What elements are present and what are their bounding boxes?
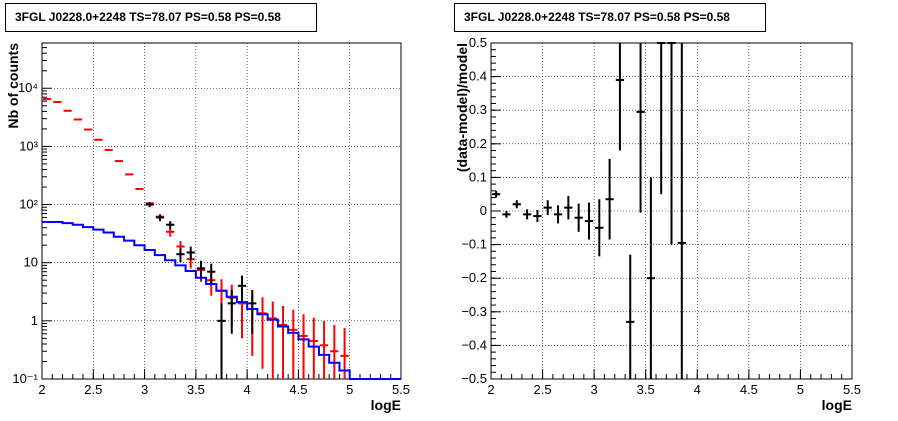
y-tick-label: 0.1 — [469, 169, 487, 184]
x-axis-title: logE — [371, 397, 401, 413]
x-tick-label: 3.5 — [637, 382, 655, 397]
y-tick-label: 10⁻¹ — [12, 371, 38, 386]
y-tick-label: 0.4 — [469, 69, 487, 84]
x-tick-label: 3 — [591, 382, 598, 397]
y-axis-title: (data-model)/model — [454, 43, 470, 172]
y-tick-label: 0.3 — [469, 102, 487, 117]
residuals-panel: 2 2.5 3 3.5 4 4.5 5 5.5 −0.5 −0.4 −0.3 −0.2 −0.1 0 0.1… — [454, 35, 861, 413]
x-tick-label: 2 — [38, 382, 45, 397]
x-tick-label: 2.5 — [534, 382, 552, 397]
x-tick-label: 4.5 — [289, 382, 307, 397]
y-tick-label: −0.3 — [461, 304, 487, 319]
x-axis-title: logE — [822, 397, 852, 413]
x-tick-label: 4 — [244, 382, 251, 397]
y-tick-label: 10⁴ — [18, 80, 38, 95]
series-group — [42, 221, 401, 380]
series-group — [492, 42, 686, 379]
y-tick-label: 0.5 — [469, 35, 487, 50]
model-step-line — [42, 221, 401, 380]
x-tick-label: 5 — [346, 382, 353, 397]
y-tick-label: 0.2 — [469, 136, 487, 151]
x-tick-label: 3 — [141, 382, 148, 397]
y-tick-label: −0.1 — [461, 237, 487, 252]
y-tick-label: 10³ — [19, 138, 38, 153]
x-tick-label: 4.5 — [740, 382, 758, 397]
x-tick-label: 5.5 — [843, 382, 861, 397]
x-tick-label: 2.5 — [84, 382, 102, 397]
y-tick-label: −0.4 — [461, 337, 487, 352]
y-tick-label: −0.5 — [461, 371, 487, 386]
residuals-chart-title: 3FGL J0228.0+2248 TS=78.07 PS=0.58 PS=0.… — [454, 3, 766, 32]
y-tick-label: 10² — [19, 197, 38, 212]
y-tick-label: 0 — [480, 203, 487, 218]
y-tick-label: 1 — [31, 313, 38, 328]
counts-spectrum-panel: 2 2.5 3 3.5 4 4.5 5 5.5 10⁻¹ 1 10 10² 10³ 10⁴ logE Nb o… — [5, 42, 410, 413]
x-tick-label: 5.5 — [392, 382, 410, 397]
y-tick-label: −0.2 — [461, 270, 487, 285]
counts-chart-title: 3FGL J0228.0+2248 TS=78.07 PS=0.58 PS=0.… — [5, 3, 317, 32]
series-group — [145, 202, 257, 379]
x-tick-label: 2 — [487, 382, 494, 397]
x-tick-label: 5 — [797, 382, 804, 397]
y-axis-title: Nb of counts — [5, 43, 21, 129]
x-tick-label: 4 — [694, 382, 701, 397]
x-tick-label: 3.5 — [187, 382, 205, 397]
y-tick-label: 10 — [24, 255, 38, 270]
